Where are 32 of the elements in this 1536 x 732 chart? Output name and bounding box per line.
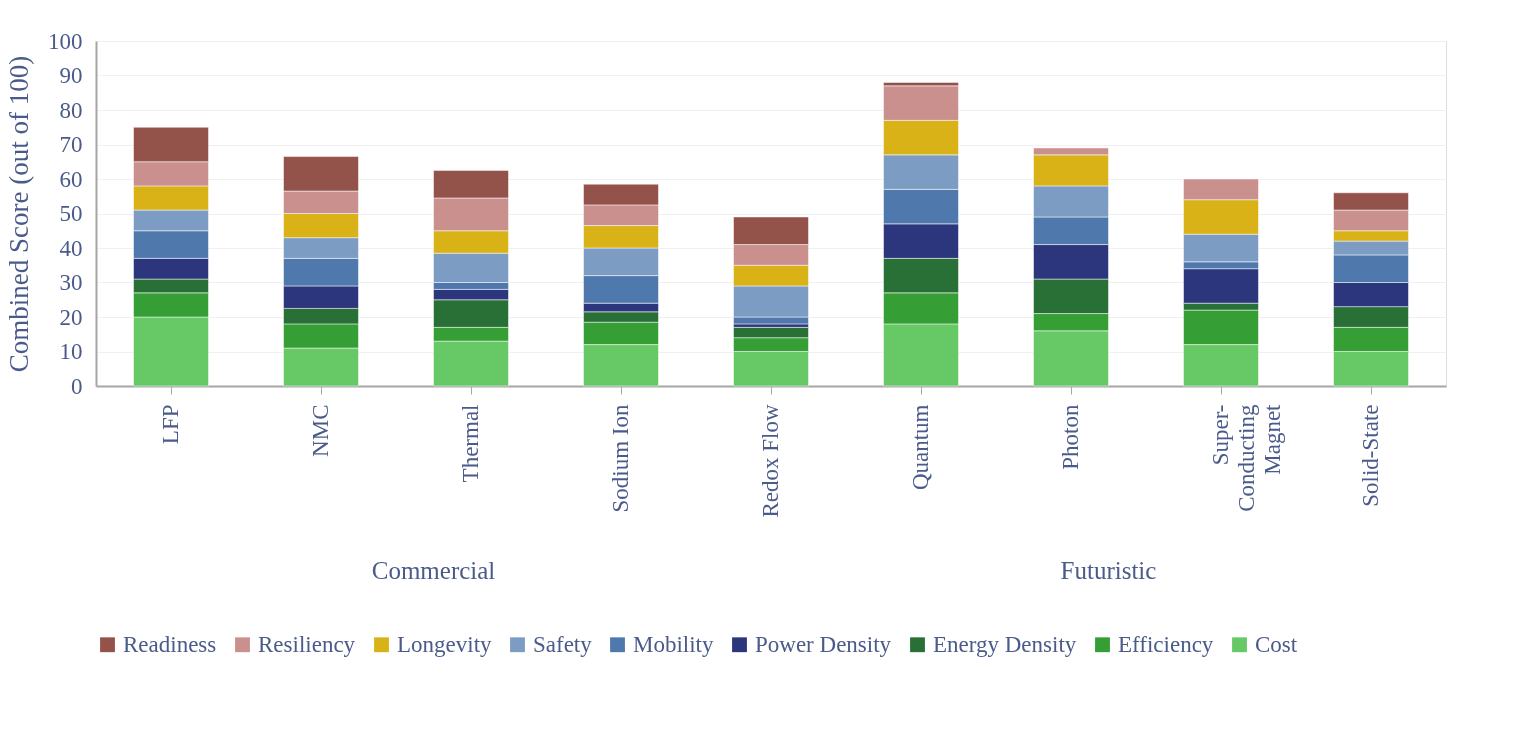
legend-label: Cost xyxy=(1255,631,1298,657)
y-tick-label: 100 xyxy=(48,28,83,54)
legend-label: Mobility xyxy=(633,631,715,657)
legend-label: Longevity xyxy=(397,631,493,657)
x-tick-label: Quantum xyxy=(908,404,933,491)
y-tick-label: 30 xyxy=(59,270,83,295)
x-tick-label: Super- Conducting Magnet xyxy=(1208,403,1285,512)
y-tick-label: 60 xyxy=(59,166,83,192)
legend-label: Efficiency xyxy=(1118,631,1214,657)
legend-label: Readiness xyxy=(123,631,217,657)
y-tick-label: 80 xyxy=(59,97,83,123)
x-tick-label: LFP xyxy=(158,404,183,445)
y-tick-label: 0 xyxy=(71,373,83,399)
y-tick-label: 10 xyxy=(59,339,83,364)
x-tick-label: Redox Flow xyxy=(758,404,783,518)
legend-label: Power Density xyxy=(755,631,892,657)
y-axis-title: Combined Score (out of 100) xyxy=(4,55,34,373)
legend-label: Energy Density xyxy=(933,631,1077,657)
y-tick-label: 20 xyxy=(59,304,83,330)
x-tick-label: Solid-State xyxy=(1358,404,1383,507)
legend-label: Safety xyxy=(533,631,593,657)
y-tick-label: 40 xyxy=(59,235,83,261)
y-tick-label: 70 xyxy=(59,132,83,157)
x-tick-label: NMC xyxy=(308,404,333,457)
x-tick-label: Sodium Ion xyxy=(608,404,633,513)
y-tick-label: 50 xyxy=(59,201,83,226)
legend-label: Resiliency xyxy=(258,631,356,657)
y-tick-label: 90 xyxy=(59,63,83,88)
text: Futuristic xyxy=(1060,557,1157,584)
text: Commercial xyxy=(371,557,496,584)
x-tick-label: Photon xyxy=(1058,404,1083,470)
x-tick-label: Thermal xyxy=(458,404,483,483)
